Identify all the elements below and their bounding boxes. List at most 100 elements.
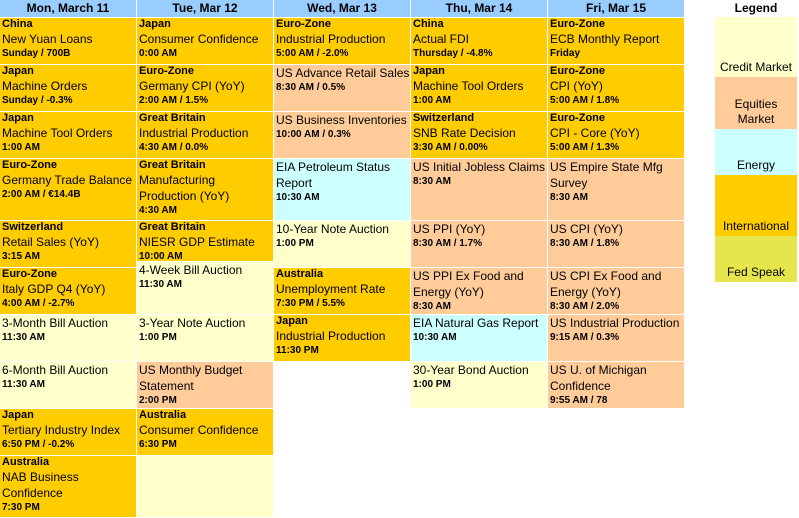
event-time: 3:30 AM / 0.00% <box>413 142 488 153</box>
event-cell: Switzerland Retail Sales (YoY) 3:15 AM <box>0 221 136 267</box>
event-cell: Euro-Zone Italy GDP Q4 (YoY) 4:00 AM / -2.… <box>0 268 136 314</box>
legend-label: Fed Speak <box>726 265 786 279</box>
event-cell: US Initial Jobless Claims 8:30 AM <box>411 159 547 220</box>
event-cell: 10-Year Note Auction 1:00 PM <box>274 221 410 267</box>
legend-item-fed: Fed Speak <box>715 236 797 282</box>
event-cell: US PPI Ex Food and Energy (YoY) 8:30 AM <box>411 268 547 314</box>
event-name: 4-Week Bill Auction <box>139 263 243 277</box>
legend: Legend Credit Market Equities Market Energ… <box>715 0 797 282</box>
event-time: 9:55 AM / 78 <box>550 395 608 406</box>
legend-item-intl: International <box>715 175 797 236</box>
event-cell: Japan Machine Tool Orders 1:00 AM <box>0 112 136 158</box>
event-country: Japan <box>139 18 171 30</box>
event-time: 8:30 AM / 1.8% <box>550 238 620 249</box>
event-name: Industrial Production <box>276 32 386 46</box>
event-time: 8:30 AM <box>550 192 588 203</box>
event-time: 6:50 PM / -0.2% <box>2 439 75 450</box>
event-time: 10:30 AM <box>413 332 457 343</box>
event-name: NAB Business Confidence <box>2 470 79 500</box>
event-country: Japan <box>2 65 34 77</box>
event-country: Japan <box>2 409 34 421</box>
event-name: New Yuan Loans <box>2 32 93 46</box>
event-country: Euro-Zone <box>550 18 605 30</box>
event-country: China <box>413 18 444 30</box>
event-cell: Japan Consumer Confidence 0:00 AM <box>137 18 273 64</box>
event-country: Switzerland <box>2 221 64 233</box>
event-country: Switzerland <box>413 112 475 124</box>
event-cell: Japan Machine Orders Sunday / -0.3% <box>0 65 136 111</box>
legend-item-credit: Credit Market <box>715 17 797 77</box>
legend-item-equities: Equities Market <box>715 77 797 129</box>
event-time: 1:00 AM <box>2 142 40 153</box>
event-cell: Japan Industrial Production 11:30 PM <box>274 315 410 361</box>
event-country: Japan <box>276 315 308 327</box>
event-country: Great Britain <box>139 159 206 171</box>
event-cell: US PPI (YoY) 8:30 AM / 1.7% <box>411 221 547 267</box>
event-time: 5:00 AM / -2.0% <box>276 48 349 59</box>
event-name: Germany Trade Balance <box>2 173 133 187</box>
event-cell: Euro-Zone CPI (YoY) 5:00 AM / 1.8% <box>548 65 684 111</box>
legend-label: Energy <box>736 158 776 172</box>
event-cell: Great Britain NIESR GDP Estimate 10:00 AM <box>137 221 273 261</box>
event-time: 2:00 PM <box>139 395 177 406</box>
event-time: 4:30 AM <box>139 205 177 216</box>
event-cell: US U. of Michigan Confidence 9:55 AM / 78 <box>548 362 684 408</box>
event-cell: Great Britain Industrial Production 4:30 A… <box>137 112 273 158</box>
event-name: 30-Year Bond Auction <box>413 363 529 377</box>
event-cell: Australia Unemployment Rate 7:30 PM / 5.5% <box>274 268 410 314</box>
event-cell: 6-Month Bill Auction 11:30 AM <box>0 362 136 408</box>
event-time: 6:30 PM <box>139 439 177 450</box>
event-name: Machine Orders <box>2 79 88 93</box>
event-cell: Switzerland SNB Rate Decision 3:30 AM / 0.… <box>411 112 547 158</box>
event-name: Retail Sales (YoY) <box>2 235 99 249</box>
event-cell: 30-Year Bond Auction 1:00 PM <box>411 362 547 408</box>
event-country: Euro-Zone <box>550 112 605 124</box>
event-name: Machine Tool Orders <box>413 79 524 93</box>
day-column: Fri, Mar 15 Euro-Zone ECB Monthly Report Fr… <box>548 0 684 409</box>
event-cell: US CPI (YoY) 8:30 AM / 1.8% <box>548 221 684 267</box>
event-name: Actual FDI <box>413 32 470 46</box>
day-header: Mon, March 11 <box>0 0 136 17</box>
event-name: Consumer Confidence <box>139 32 259 46</box>
event-cell: Australia NAB Business Confidence 7:30 PM <box>0 456 136 517</box>
event-time: 2:00 AM / 1.5% <box>139 95 209 106</box>
event-time: 8:30 AM <box>413 301 451 312</box>
event-name: Tertiary Industry Index <box>2 423 121 437</box>
event-time: 7:30 PM / 5.5% <box>276 298 345 309</box>
event-cell: Euro-Zone Germany CPI (YoY) 2:00 AM / 1.5% <box>137 65 273 111</box>
event-cell: EIA Petroleum Status Report 10:30 AM <box>274 159 410 220</box>
event-time: 2:00 AM / €14.4B <box>2 189 81 200</box>
event-name: EIA Petroleum Status Report <box>276 160 391 190</box>
event-time: 8:30 AM / 2.0% <box>550 301 620 312</box>
event-country: Australia <box>2 456 50 468</box>
event-time: 11:30 PM <box>276 345 319 356</box>
event-time: 11:30 AM <box>2 379 45 390</box>
event-name: US Business Inventories <box>276 113 407 127</box>
day-header: Thu, Mar 14 <box>411 0 547 17</box>
event-time: 8:30 AM / 0.5% <box>276 82 346 93</box>
event-name: US Industrial Production <box>550 316 680 330</box>
event-name: CPI (YoY) <box>550 79 603 93</box>
event-cell: 3-Year Note Auction 1:00 PM <box>137 315 273 361</box>
event-time: Sunday / -0.3% <box>2 95 73 106</box>
event-cell: 3-Month Bill Auction 11:30 AM <box>0 315 136 361</box>
event-cell: US Monthly Budget Statement 2:00 PM <box>137 362 273 408</box>
event-time: 8:30 AM <box>413 176 451 187</box>
event-cell: China Actual FDI Thursday / -4.8% <box>411 18 547 64</box>
event-cell: US Advance Retail Sales 8:30 AM / 0.5% <box>274 65 410 111</box>
event-name: Manufacturing Production (YoY) <box>139 173 230 203</box>
event-name: US PPI Ex Food and Energy (YoY) <box>413 269 524 299</box>
event-cell: Euro-Zone ECB Monthly Report Friday <box>548 18 684 64</box>
event-cell: US Business Inventories 10:00 AM / 0.3% <box>274 112 410 158</box>
event-name: Industrial Production <box>139 126 249 140</box>
day-column: Thu, Mar 14 China Actual FDI Thursday / -4.… <box>411 0 547 409</box>
event-name: US Monthly Budget Statement <box>139 363 243 393</box>
event-time: 5:00 AM / 1.3% <box>550 142 620 153</box>
event-country: China <box>2 18 33 30</box>
event-cell: China New Yuan Loans Sunday / 700B <box>0 18 136 64</box>
event-country: Australia <box>276 268 324 280</box>
event-cell: Great Britain Manufacturing Production (Y… <box>137 159 273 220</box>
event-time: 10:30 AM <box>276 192 320 203</box>
event-time: 1:00 PM <box>276 238 314 249</box>
event-country: Euro-Zone <box>2 159 57 171</box>
